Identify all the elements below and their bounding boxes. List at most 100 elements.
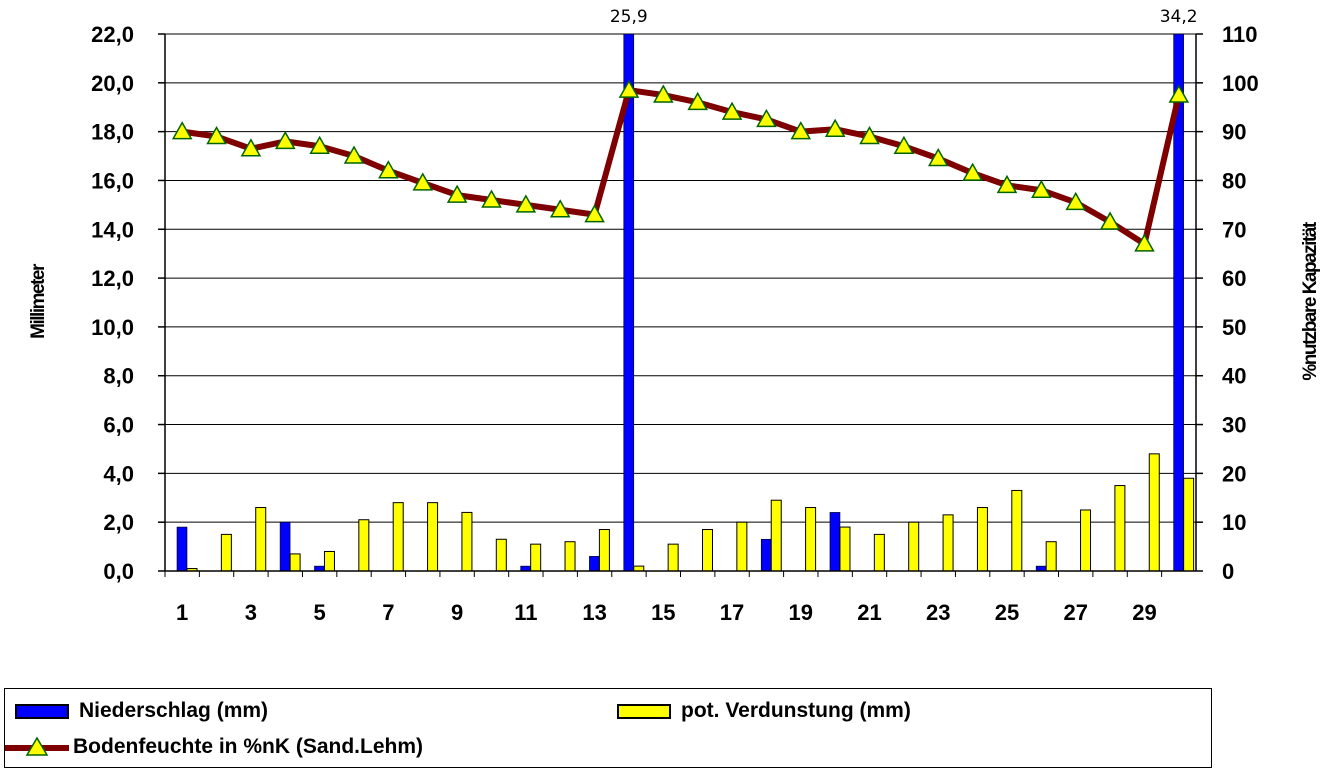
y2-axis-title: %nutzbare Kapazität <box>1300 221 1321 380</box>
bar-precipitation <box>589 556 600 572</box>
soil-moisture-marker <box>1099 211 1121 230</box>
soil-moisture-marker <box>618 79 640 98</box>
bar-evaporation <box>1080 509 1092 572</box>
soil-moisture-marker <box>687 91 708 111</box>
x-tick-label: 9 <box>451 600 463 625</box>
bar-evaporation <box>427 502 439 572</box>
soil-moisture-marker <box>824 118 846 137</box>
soil-moisture-marker <box>1031 179 1052 198</box>
y2-tick-label: 0 <box>1222 559 1234 584</box>
soil-moisture-marker <box>996 174 1018 194</box>
soil-moisture-marker <box>309 135 330 155</box>
soil-moisture-marker <box>927 147 949 167</box>
bar-data-label: 34,2 <box>1160 7 1198 27</box>
bar-precipitation <box>760 538 772 572</box>
soil-moisture-marker <box>962 162 983 181</box>
bar-precipitation <box>176 526 188 572</box>
y-axis-title: Millimeter <box>28 263 49 339</box>
bar-evaporation <box>289 553 301 572</box>
y-tick-label: 16,0 <box>91 168 134 193</box>
soil-moisture-marker <box>721 101 743 120</box>
bar-evaporation <box>805 507 817 572</box>
soil-moisture-marker <box>790 121 812 140</box>
bar-evaporation <box>530 543 542 572</box>
axes <box>158 33 1203 577</box>
soil-moisture-marker <box>275 130 296 150</box>
y-tick-label: 8,0 <box>103 364 134 389</box>
x-tick-label: 13 <box>582 600 606 625</box>
soil-moisture-marker <box>446 184 468 203</box>
bar-evaporation <box>255 507 267 572</box>
legend-item-soil-moisture: Bodenfeuchte in %nK (Sand.Lehm) <box>5 735 423 759</box>
bar-evaporation <box>1148 453 1160 572</box>
legend-swatch-soil-moisture <box>5 736 69 756</box>
soil-moisture-marker <box>481 189 502 208</box>
legend-swatch-evaporation <box>617 703 671 719</box>
y2-tick-label: 20 <box>1222 461 1246 486</box>
y2-tick-label: 110 <box>1222 22 1258 47</box>
y-tick-label: 0,0 <box>103 559 134 584</box>
bar-evaporation <box>598 529 610 572</box>
y-tick-label: 20,0 <box>91 71 134 96</box>
legend-item-precipitation: Niederschlag (mm) <box>15 699 268 723</box>
soil-moisture-marker <box>549 199 571 218</box>
legend-label-precipitation: Niederschlag (mm) <box>79 699 269 722</box>
legend-swatch-precipitation <box>15 703 69 719</box>
bar-evaporation <box>1045 541 1057 572</box>
x-tick-label: 5 <box>314 600 326 625</box>
y2-tick-label: 40 <box>1222 364 1246 389</box>
bar-evaporation <box>736 521 748 572</box>
soil-moisture-marker <box>653 84 674 103</box>
bar-evaporation <box>770 499 782 572</box>
soil-moisture-marker <box>893 135 915 155</box>
bar-evaporation <box>667 543 679 572</box>
x-tick-label: 23 <box>926 600 950 625</box>
bar-evaporation <box>908 521 920 572</box>
bar-evaporation <box>358 519 370 572</box>
y-tick-label: 2,0 <box>103 510 134 535</box>
soil-moisture-marker <box>584 204 605 223</box>
x-tick-label: 27 <box>1063 600 1087 625</box>
bar-evaporation <box>220 533 232 572</box>
soil-moisture-marker <box>1065 191 1086 211</box>
bar-evaporation <box>323 550 335 572</box>
bar-evaporation <box>461 511 473 572</box>
x-tick-label: 25 <box>995 600 1019 625</box>
y-tick-label: 4,0 <box>103 461 134 486</box>
y-tick-label: 12,0 <box>91 266 134 291</box>
soil-moisture-marker <box>171 121 193 140</box>
legend-label-soil-moisture: Bodenfeuchte in %nK (Sand.Lehm) <box>73 735 424 758</box>
soil-moisture-marker <box>343 145 365 164</box>
soil-moisture-line <box>171 79 1190 252</box>
bar-evaporation <box>839 526 851 572</box>
bar-data-label: 25,9 <box>610 7 648 27</box>
soil-moisture-marker <box>756 108 777 128</box>
x-tick-label: 3 <box>245 600 257 625</box>
legend: Niederschlag (mm) pot. Verdunstung (mm) … <box>4 688 1212 768</box>
chart: 0,0 0 2,0 10 4,0 20 6,0 30 8,0 40 10,0 50 12,0 60 14,0… <box>28 7 1321 625</box>
bar-precipitation <box>279 521 291 572</box>
x-tick-label: 21 <box>857 600 881 625</box>
y2-tick-label: 50 <box>1222 315 1246 340</box>
x-tick-label: 11 <box>514 600 537 625</box>
soil-moisture-marker <box>515 194 537 213</box>
y-tick-label: 10,0 <box>91 315 134 340</box>
soil-moisture-marker <box>378 160 399 179</box>
x-tick-label: 15 <box>651 600 675 625</box>
bar-evaporation <box>495 538 507 572</box>
bar-evaporation <box>873 533 885 572</box>
y2-tick-label: 30 <box>1222 413 1246 438</box>
soil-moisture-marker <box>240 138 262 157</box>
y2-tick-label: 90 <box>1222 120 1246 145</box>
bar-evaporation <box>1011 489 1023 572</box>
bar-evaporation <box>702 529 713 572</box>
soil-moisture-marker <box>1168 84 1190 103</box>
soil-moisture-polyline <box>181 87 1182 247</box>
y2-tick-label: 10 <box>1222 510 1246 535</box>
legend-item-evaporation: pot. Verdunstung (mm) <box>617 699 911 723</box>
y-tick-label: 18,0 <box>91 120 134 145</box>
y2-tick-label: 80 <box>1222 168 1246 193</box>
gridlines <box>165 33 1196 523</box>
bar-evaporation <box>392 502 404 572</box>
y-tick-label: 22,0 <box>91 22 134 47</box>
